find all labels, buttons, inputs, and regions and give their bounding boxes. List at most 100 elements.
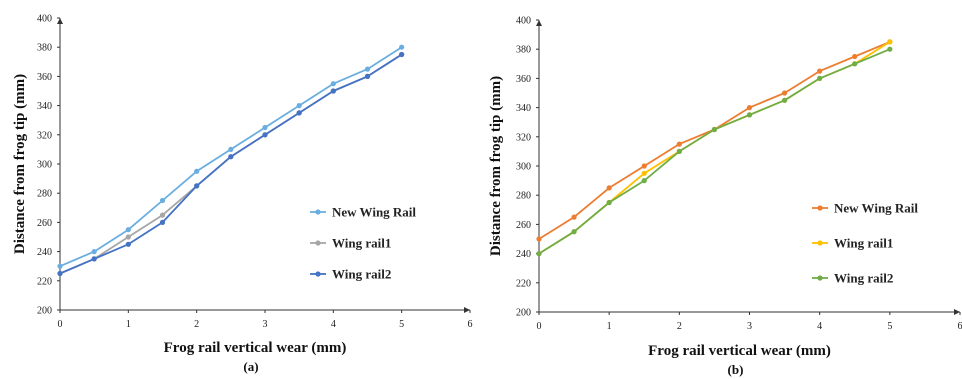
y-tick-label: 240 [37, 247, 52, 258]
y-tick-label: 400 [516, 16, 531, 27]
y-axis-title: Distance from frog tip (mm) [12, 74, 28, 254]
y-tick-label: 320 [516, 132, 531, 143]
data-point [606, 199, 612, 206]
data-point [125, 234, 131, 240]
data-point [571, 229, 577, 235]
y-tick-label: 280 [516, 191, 531, 202]
y-tick-label: 200 [37, 306, 52, 317]
y-tick-label: 220 [37, 276, 52, 287]
data-point [57, 263, 63, 269]
y-tick-label: 320 [37, 130, 52, 141]
data-point [817, 75, 823, 81]
x-tick-label: 5 [887, 321, 892, 332]
legend-label: Wing rail2 [834, 271, 893, 286]
data-point [746, 105, 753, 111]
data-point [330, 81, 336, 87]
panel-label: (a) [243, 359, 258, 374]
data-point [57, 270, 63, 277]
x-tick-label: 5 [399, 319, 404, 330]
x-tick-label: 3 [747, 321, 752, 332]
legend-marker [817, 275, 823, 281]
data-point [641, 170, 647, 176]
data-point [125, 241, 131, 247]
series-line-2 [538, 41, 891, 255]
data-point [399, 44, 405, 50]
y-tick-label: 380 [516, 45, 531, 56]
data-point [159, 219, 166, 225]
data-point [641, 163, 647, 169]
legend-marker [315, 209, 321, 215]
data-point [641, 178, 647, 184]
chart-panel-a: 200 220 240 260 280 300 320 340 360 380 400 0 1 2 3 4 5 6… [12, 14, 473, 375]
data-point [91, 249, 97, 255]
data-point [746, 112, 753, 118]
y-tick-label: 260 [516, 220, 531, 231]
data-point [887, 46, 893, 52]
y-tick-label: 260 [37, 218, 52, 229]
data-point [571, 214, 577, 220]
data-point [606, 185, 612, 191]
legend-label: Wing rail1 [332, 236, 391, 251]
y-tick-label: 360 [37, 72, 52, 83]
x-tick-label: 6 [958, 321, 962, 332]
y-tick-label: 200 [516, 308, 531, 319]
y-tick-label: 300 [516, 162, 531, 173]
y-tick-label: 380 [37, 43, 52, 54]
y-tick-label: 300 [37, 160, 52, 171]
x-tick-label: 4 [331, 319, 336, 330]
data-point [676, 148, 682, 154]
legend-label: New Wing Rail [834, 201, 918, 216]
x-tick-label: 2 [194, 319, 199, 330]
y-tick-label: 340 [37, 101, 52, 112]
y-tick-label: 280 [37, 189, 52, 200]
y-axis-arrow [57, 18, 63, 24]
series-line-3 [538, 48, 891, 255]
data-point [91, 256, 97, 262]
data-point [364, 73, 371, 79]
data-point [228, 154, 234, 160]
data-point [887, 39, 893, 45]
y-tick-label: 400 [37, 14, 52, 25]
chart-panel-b: 200 220 240 260 280 300 320 340 360 380 400 0 1 2 3 4 5 6… [488, 16, 962, 378]
x-tick-label: 1 [126, 319, 131, 330]
legend-label: New Wing Rail [332, 205, 416, 220]
y-tick-label: 340 [516, 103, 531, 114]
x-tick-label: 1 [607, 321, 612, 332]
data-point [262, 124, 268, 131]
data-point [781, 97, 788, 103]
x-tick-label: 3 [263, 319, 268, 330]
legend-marker [315, 271, 321, 277]
data-point [296, 110, 302, 116]
y-tick-label: 240 [516, 249, 531, 260]
x-tick-label: 0 [58, 319, 63, 330]
x-axis-arrow [954, 309, 960, 315]
data-point [817, 68, 823, 74]
legend-marker [817, 205, 823, 211]
y-axis-title: Distance from frog tip (mm) [488, 76, 504, 256]
x-tick-label: 4 [817, 321, 822, 332]
data-point [399, 51, 405, 58]
legend-marker [817, 240, 823, 246]
data-point [711, 126, 718, 133]
data-point [330, 88, 336, 94]
data-point [159, 212, 166, 218]
data-point [125, 227, 131, 233]
x-axis-arrow [464, 307, 470, 313]
data-point [364, 66, 371, 72]
data-point [852, 61, 858, 67]
data-point [536, 236, 542, 242]
panel-label: (b) [728, 362, 744, 377]
x-tick-label: 0 [537, 321, 542, 332]
legend-label: Wing rail2 [332, 267, 391, 282]
data-point [262, 132, 268, 138]
data-point [676, 141, 682, 147]
data-point [194, 183, 200, 189]
x-axis-title: Frog rail vertical wear (mm) [164, 340, 347, 356]
data-point [536, 251, 542, 257]
x-axis-title: Frog rail vertical wear (mm) [648, 343, 831, 359]
x-tick-label: 2 [677, 321, 682, 332]
data-point [296, 103, 302, 109]
data-point [159, 197, 166, 204]
legend-label: Wing rail1 [834, 236, 893, 251]
